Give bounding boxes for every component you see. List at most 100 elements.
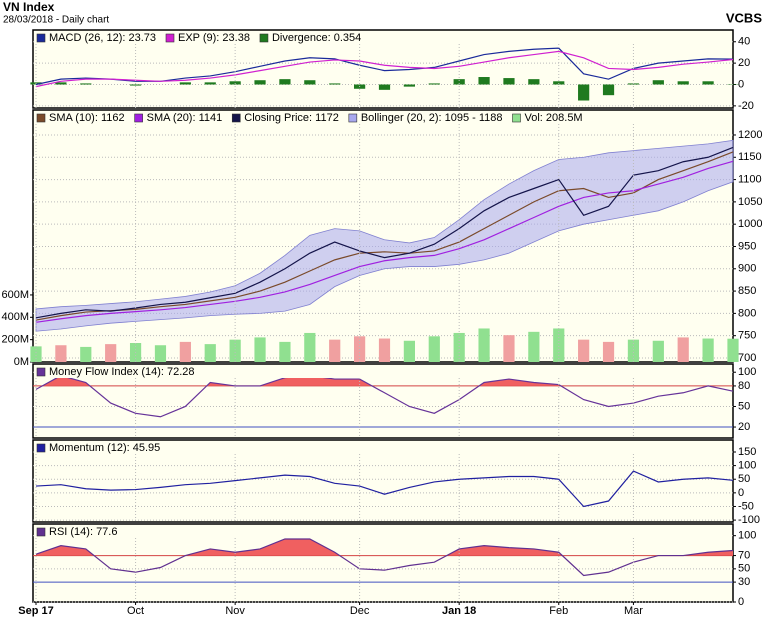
- x-tick-label: Feb: [549, 605, 568, 617]
- y-tick-label: 70: [738, 549, 750, 561]
- bar: [602, 84, 615, 96]
- y2-tick-label: 0M: [14, 356, 29, 368]
- y-tick-label: 700: [738, 352, 756, 364]
- legend-swatch: [36, 367, 46, 377]
- legend-swatch: [36, 527, 46, 537]
- legend-label: SMA (10): 1162: [49, 112, 125, 124]
- bar: [179, 82, 191, 85]
- x-tick-label: Mar: [624, 605, 643, 617]
- y-tick-label: 0: [738, 596, 744, 608]
- x-tick-label: Jan 18: [442, 605, 476, 617]
- bar: [578, 84, 590, 101]
- y-tick-label: 40: [738, 36, 750, 48]
- chart-title: VN Index: [3, 0, 55, 14]
- y-tick-label: 1050: [738, 196, 762, 208]
- bar: [80, 346, 92, 362]
- y-tick-label: 50: [738, 563, 750, 575]
- line: [35, 146, 734, 319]
- bar: [503, 78, 515, 85]
- y-tick-label: 50: [738, 473, 750, 485]
- bar: [702, 338, 714, 362]
- bar: [553, 81, 565, 85]
- y-tick-label: 100: [738, 460, 756, 472]
- y-tick-label: 100: [738, 530, 756, 542]
- source: VCBS: [726, 10, 762, 25]
- x-tick-label: Dec: [350, 605, 370, 617]
- bar: [279, 79, 291, 85]
- y-tick-label: 150: [738, 446, 756, 458]
- y-tick-label: -100: [738, 514, 760, 526]
- y-tick-label: -50: [738, 500, 754, 512]
- bar: [453, 332, 465, 362]
- bar: [528, 331, 540, 362]
- bar: [578, 339, 590, 362]
- y-tick-label: 1000: [738, 218, 762, 230]
- legend-background: [34, 365, 732, 378]
- bar: [702, 81, 714, 85]
- legend-label: EXP (9): 23.38: [178, 32, 250, 44]
- bar: [677, 81, 689, 85]
- bar: [279, 341, 291, 362]
- line: [35, 538, 734, 577]
- chart-subtitle: 28/03/2018 - Daily chart: [3, 15, 109, 26]
- bar: [602, 341, 615, 362]
- legend-background: [34, 31, 732, 44]
- legend-background: [34, 525, 732, 538]
- bar: [329, 83, 341, 85]
- bar: [453, 79, 465, 85]
- bar: [105, 344, 117, 362]
- y2-tick-label: 400M: [1, 311, 29, 323]
- overbought-area: [36, 538, 733, 556]
- y-tick-label: 900: [738, 263, 756, 275]
- y-tick-label: 950: [738, 240, 756, 252]
- overbought-area: [42, 375, 562, 386]
- bar: [154, 345, 167, 362]
- y-tick-label: 1100: [738, 173, 762, 185]
- y-tick-label: 1200: [738, 129, 762, 141]
- bar: [329, 339, 341, 362]
- x-tick-label: Oct: [127, 605, 144, 617]
- bar: [55, 345, 67, 362]
- bar: [727, 338, 739, 362]
- bar: [478, 328, 490, 362]
- y-tick-label: 850: [738, 285, 756, 297]
- legend-label: Vol: 208.5M: [525, 112, 583, 124]
- bar: [254, 337, 266, 362]
- y-tick-label: 0: [738, 78, 744, 90]
- line: [35, 50, 734, 88]
- bar: [652, 340, 664, 362]
- y-tick-label: 20: [738, 421, 750, 433]
- legend-background: [34, 111, 732, 124]
- bar: [179, 341, 191, 362]
- bar: [229, 339, 241, 362]
- bar: [378, 84, 391, 90]
- bar: [378, 338, 391, 362]
- legend-label: Momentum (12): 45.95: [49, 442, 160, 454]
- bar: [229, 81, 241, 85]
- y-tick-label: 20: [738, 57, 750, 69]
- bar: [80, 83, 92, 85]
- y-tick-label: 1150: [738, 151, 762, 163]
- panel-background: [32, 109, 734, 363]
- bar: [428, 83, 440, 85]
- legend-swatch: [36, 113, 46, 123]
- legend-swatch: [134, 113, 143, 123]
- bar: [403, 340, 415, 362]
- legend-swatch: [231, 113, 241, 123]
- legend-label: Money Flow Index (14): 72.28: [49, 366, 195, 378]
- legend-label: Closing Price: 1172: [244, 112, 339, 124]
- bar: [478, 77, 490, 85]
- y-tick-label: 30: [738, 576, 750, 588]
- legend-swatch: [348, 113, 358, 123]
- y2-tick-label: 600M: [1, 289, 29, 301]
- bar: [204, 344, 216, 362]
- legend-label: MACD (26, 12): 23.73: [49, 32, 156, 44]
- bar: [403, 84, 415, 87]
- x-tick-label: Sep 17: [18, 605, 53, 617]
- line: [35, 470, 734, 508]
- legend-swatch: [36, 33, 46, 43]
- bar: [304, 80, 316, 85]
- y-tick-label: 100: [738, 366, 756, 378]
